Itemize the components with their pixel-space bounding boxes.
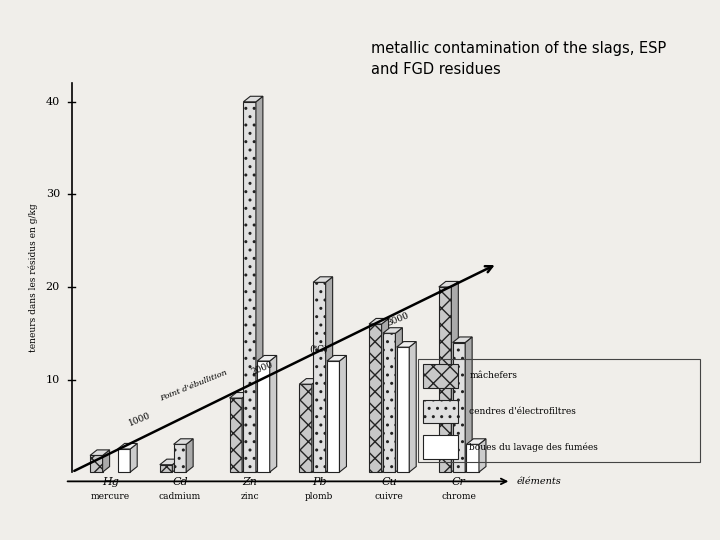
Text: Hg: Hg [102,477,119,487]
Polygon shape [243,102,256,472]
Text: 40: 40 [45,97,60,107]
Polygon shape [397,347,409,472]
Polygon shape [453,342,465,472]
FancyBboxPatch shape [423,435,458,459]
Polygon shape [395,328,402,472]
Text: zinc: zinc [240,492,259,502]
Text: éléments: éléments [516,477,561,486]
Polygon shape [174,444,186,472]
Polygon shape [409,342,416,472]
Text: Point d'ébullition: Point d'ébullition [159,368,229,403]
Text: Cu: Cu [382,477,397,487]
Text: metallic contamination of the slags, ESP
and FGD residues: metallic contamination of the slags, ESP… [371,42,666,77]
Polygon shape [312,379,319,472]
Polygon shape [327,355,346,361]
Text: boues du lavage des fumées: boues du lavage des fumées [469,442,598,452]
Polygon shape [369,324,382,472]
FancyBboxPatch shape [423,400,458,423]
Polygon shape [327,361,339,472]
Text: (*C): (*C) [309,345,328,354]
Polygon shape [117,449,130,472]
Polygon shape [313,277,333,282]
Text: teneurs dans les résidus en g/kg: teneurs dans les résidus en g/kg [29,204,38,352]
Polygon shape [256,96,263,472]
Text: plomb: plomb [305,492,333,502]
Polygon shape [479,439,486,472]
Text: Zn: Zn [242,477,257,487]
Text: 3000: 3000 [386,311,410,328]
Polygon shape [242,393,249,472]
Polygon shape [300,379,319,384]
Text: chrome: chrome [441,492,477,502]
Polygon shape [103,450,109,472]
Text: cuivre: cuivre [375,492,403,502]
Polygon shape [438,287,451,472]
Text: 10: 10 [45,375,60,384]
Text: cendres d'électrofiltres: cendres d'électrofiltres [469,407,576,416]
Polygon shape [467,439,486,444]
Polygon shape [453,337,472,342]
Polygon shape [382,319,389,472]
Text: Cd: Cd [172,477,188,487]
Polygon shape [186,439,193,472]
Polygon shape [300,384,312,472]
Polygon shape [438,281,459,287]
Polygon shape [270,355,276,472]
Polygon shape [467,444,479,472]
Polygon shape [257,355,276,361]
Polygon shape [90,455,103,472]
Polygon shape [172,459,179,472]
Text: mâchefers: mâchefers [469,372,518,380]
FancyBboxPatch shape [423,364,458,388]
Polygon shape [230,398,242,472]
Polygon shape [230,393,249,398]
Polygon shape [243,96,263,102]
Polygon shape [397,342,416,347]
Text: 1000: 1000 [127,411,152,428]
Polygon shape [117,443,138,449]
Polygon shape [383,333,395,472]
Text: cadmium: cadmium [159,492,201,502]
Polygon shape [160,459,179,465]
Text: 30: 30 [45,190,60,199]
Text: Cr: Cr [452,477,466,487]
Polygon shape [130,443,138,472]
Polygon shape [451,281,459,472]
Polygon shape [325,277,333,472]
Polygon shape [257,361,270,472]
Polygon shape [174,439,193,444]
Text: 20: 20 [45,282,60,292]
Polygon shape [369,319,389,324]
Polygon shape [90,450,109,455]
Polygon shape [339,355,346,472]
Polygon shape [160,465,172,472]
Text: mercure: mercure [91,492,130,502]
Text: Pb: Pb [312,477,327,487]
Polygon shape [465,337,472,472]
Polygon shape [313,282,325,472]
Text: 2000: 2000 [250,360,274,377]
Polygon shape [383,328,402,333]
